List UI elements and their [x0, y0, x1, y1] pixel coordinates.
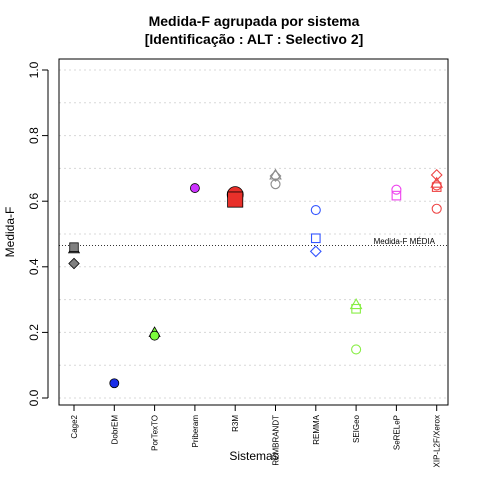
gridlines — [59, 69, 448, 399]
data-point-square — [391, 190, 402, 201]
data-point-circle — [270, 179, 281, 190]
data-point-circle — [431, 203, 442, 214]
data-point-diamond — [68, 257, 80, 270]
x-tick-label: REMBRANDT — [272, 415, 281, 466]
data-point-triangle — [349, 298, 363, 310]
x-axis-title: Sistemas — [229, 449, 278, 463]
x-tick-label: REMMA — [312, 414, 321, 444]
data-point-triangle — [269, 168, 282, 180]
x-tick-label: Cage2 — [70, 414, 79, 438]
plot-frame — [58, 58, 449, 406]
x-tick-label: SEIGeo — [352, 414, 361, 443]
x-tick-label: SeRELeP — [392, 415, 401, 450]
data-point-diamond — [309, 245, 322, 258]
chart-title-line1: Medida-F agrupada por sistema — [149, 13, 360, 29]
data-point-square — [431, 182, 442, 192]
y-tick-label: 0.2 — [27, 324, 41, 341]
data-point-diamond — [430, 169, 443, 181]
x-axis: Cage2 DobrEM PorTexTO Priberam R3M REMBRANDT R… — [70, 404, 442, 467]
data-point-diamond — [269, 169, 282, 182]
y-tick-label: 1.0 — [27, 61, 41, 78]
data-point-circle — [351, 344, 362, 355]
data-point-circle — [149, 330, 160, 341]
y-tick-label: 0.0 — [27, 389, 41, 406]
data-point-circle — [189, 183, 200, 193]
y-axis-title: Medida-F — [3, 207, 17, 258]
y-tick-label: 0.4 — [27, 258, 41, 275]
data-points — [67, 168, 444, 389]
reference-line-label: Medida-F MÉDIA — [374, 237, 436, 246]
x-tick-label: Priberam — [191, 415, 200, 448]
data-point-circle — [109, 378, 120, 389]
data-point-circle — [310, 205, 321, 216]
y-tick-label: 0.8 — [27, 127, 41, 144]
x-tick-label: PorTexTO — [151, 415, 160, 451]
x-tick-label: R3M — [231, 415, 240, 432]
data-point-square — [310, 233, 321, 244]
data-point-square — [351, 303, 361, 314]
x-tick-label: DobrEM — [110, 415, 119, 445]
y-axis: 0.0 0.2 0.4 0.6 0.8 1.0 — [27, 61, 49, 406]
y-tick-label: 0.6 — [27, 193, 41, 210]
x-tick-label: XIP-L2F/Xerox — [433, 415, 442, 467]
data-point-square — [69, 242, 79, 252]
data-point-square — [227, 191, 244, 208]
chart-title-line2: [Identificação : ALT : Selectivo 2] — [145, 31, 364, 47]
data-point-circle — [391, 184, 402, 195]
